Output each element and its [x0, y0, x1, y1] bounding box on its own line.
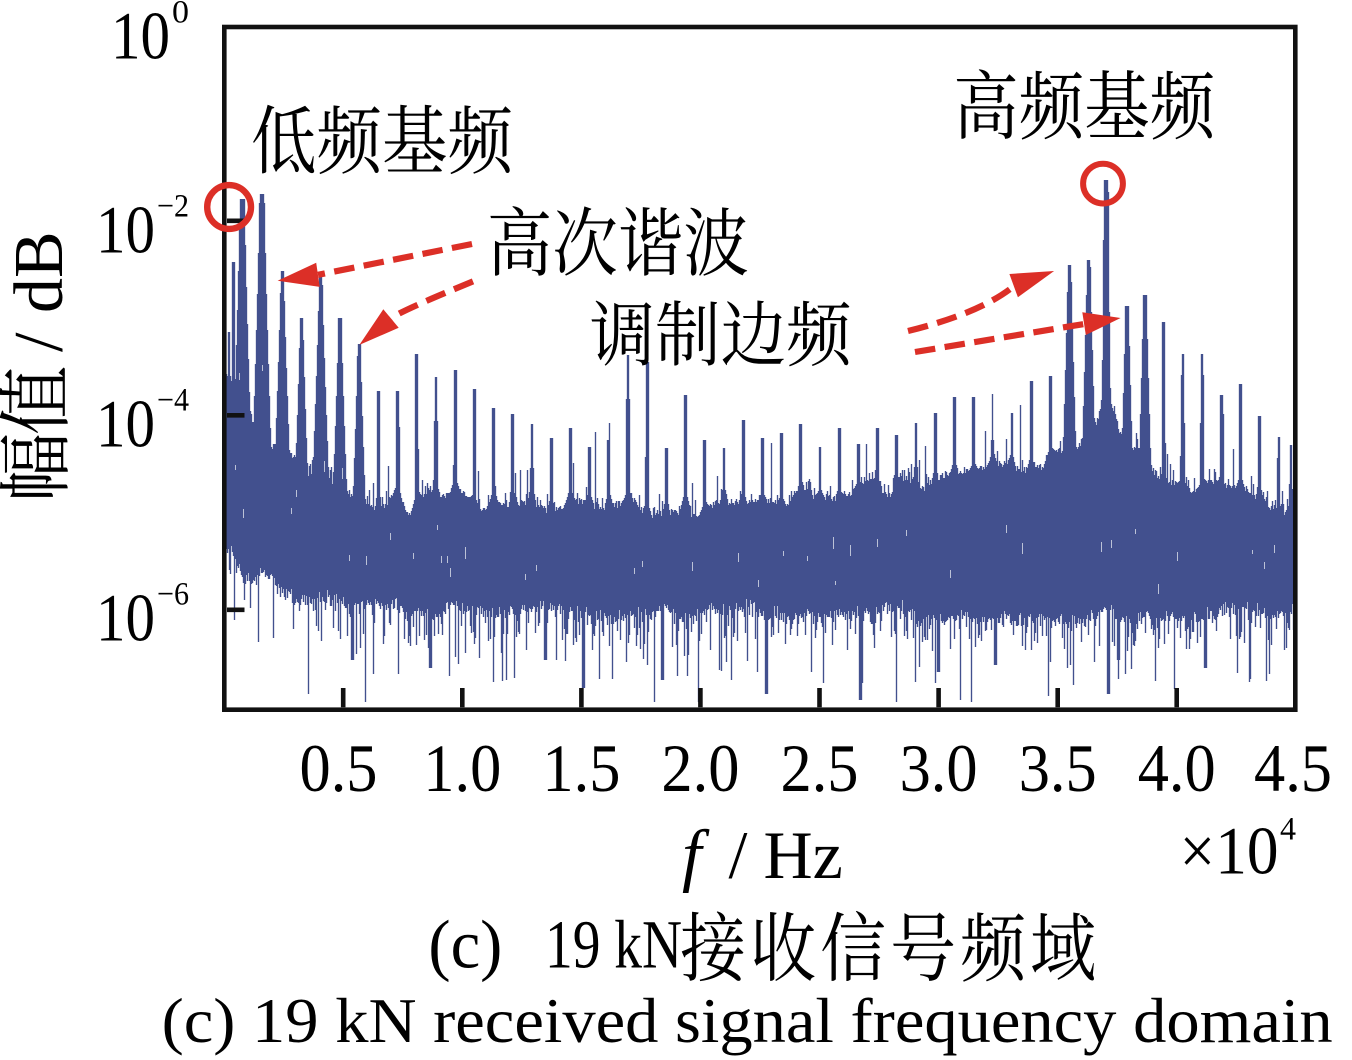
svg-text:/: / — [729, 817, 748, 893]
svg-text:−6: −6 — [157, 577, 189, 613]
svg-text:10: 10 — [96, 580, 155, 656]
svg-text:10: 10 — [96, 192, 155, 268]
svg-text:3.0: 3.0 — [900, 730, 978, 806]
svg-text:Hz: Hz — [764, 817, 843, 893]
svg-text:0: 0 — [172, 0, 189, 31]
svg-text:1.0: 1.0 — [423, 730, 501, 806]
svg-text:dB: dB — [1, 231, 78, 313]
svg-text:4.5: 4.5 — [1254, 730, 1332, 806]
svg-text:10: 10 — [111, 0, 170, 74]
svg-text:10: 10 — [96, 386, 155, 462]
svg-text:(c): (c) — [428, 907, 502, 983]
svg-text:−4: −4 — [157, 383, 189, 419]
svg-text:3.5: 3.5 — [1019, 730, 1097, 806]
svg-text:−2: −2 — [157, 189, 189, 225]
svg-text:19 kN: 19 kN — [545, 907, 682, 983]
svg-text:×10: ×10 — [1180, 813, 1279, 889]
svg-text:4.0: 4.0 — [1138, 730, 1216, 806]
svg-text:2.5: 2.5 — [781, 730, 859, 806]
svg-text:0.5: 0.5 — [300, 730, 378, 806]
svg-text:4: 4 — [1280, 812, 1296, 848]
svg-text:1.5: 1.5 — [542, 730, 620, 806]
svg-text:(c) 19 kN received signal fre: (c) 19 kN received signal frequency doma… — [162, 985, 1333, 1056]
svg-text:/: / — [1, 332, 78, 352]
svg-text:2.0: 2.0 — [661, 730, 739, 806]
